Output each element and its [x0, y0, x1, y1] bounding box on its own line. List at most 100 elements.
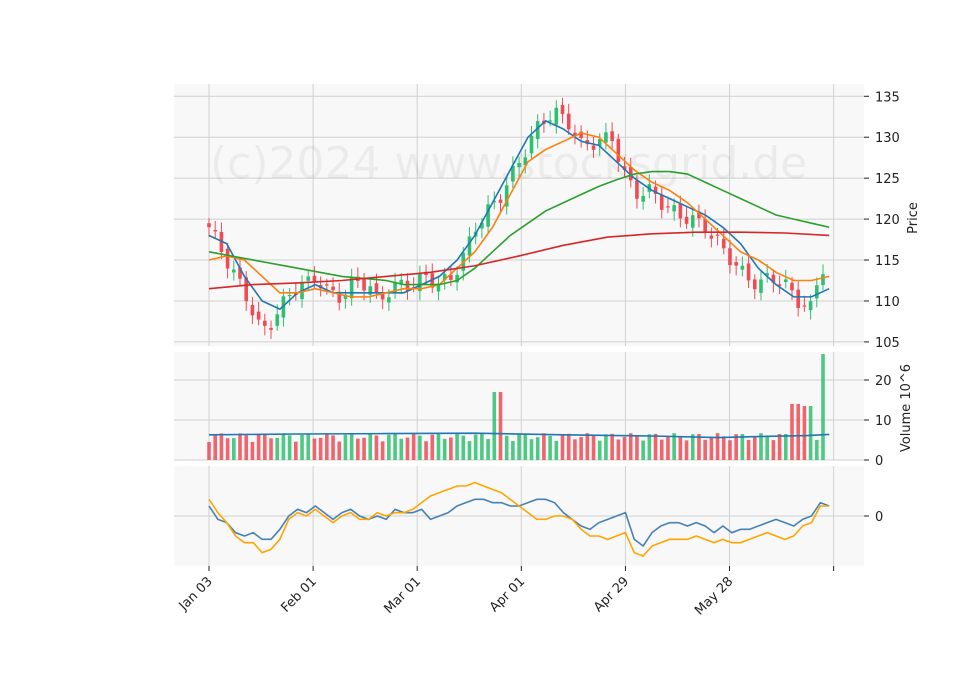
volume-bar	[554, 440, 559, 460]
candle-body	[728, 248, 732, 266]
volume-bar	[492, 392, 497, 460]
moving-average-lines	[208, 119, 830, 311]
volume-bar	[566, 433, 571, 460]
volume-bar	[263, 433, 267, 460]
candle-body	[752, 279, 757, 290]
candle-body	[442, 274, 447, 281]
candle-body	[666, 206, 670, 208]
volume-bar	[802, 406, 807, 460]
candle-body	[790, 282, 794, 291]
candle-body	[399, 279, 404, 285]
volume-bar	[777, 434, 782, 460]
volume-bar	[473, 434, 478, 460]
volume-bar	[287, 435, 292, 460]
candle-body	[337, 291, 342, 303]
volume-bar	[790, 404, 794, 460]
candle-body	[746, 263, 751, 281]
candle-body	[802, 305, 807, 307]
volume-axis-label: Volume 10^6	[899, 364, 914, 452]
volume-bar	[380, 441, 385, 460]
candle-body	[690, 215, 695, 228]
candle-body	[591, 145, 596, 150]
candle-body	[765, 273, 769, 276]
candle-body	[796, 289, 800, 309]
candle-body	[523, 157, 528, 166]
volume-bar	[244, 435, 249, 460]
volume-average-line	[208, 432, 830, 439]
candle-body	[275, 314, 280, 326]
candle-body	[213, 230, 218, 232]
candle-body	[287, 294, 292, 297]
candle-body	[256, 311, 261, 320]
volume-bar	[765, 436, 769, 460]
volume-bar	[771, 440, 776, 460]
volume-bar	[678, 436, 683, 460]
watermark: (c)2024 www.stocksgrid.de	[210, 138, 807, 189]
volume-bar	[697, 433, 701, 460]
candle-body	[387, 297, 391, 303]
volume-bar	[250, 441, 255, 460]
volume-bar	[343, 434, 348, 460]
candle-body	[232, 269, 236, 273]
candle-body	[628, 166, 633, 181]
volume-bar	[442, 438, 447, 460]
candle-body	[703, 219, 707, 234]
candle-body	[263, 320, 267, 326]
candle-body	[269, 328, 273, 330]
volume-bar	[424, 441, 428, 460]
volume-bar	[461, 435, 466, 460]
candle-body	[573, 132, 577, 136]
volume-bar	[573, 439, 577, 460]
volume-bar	[703, 439, 707, 460]
candle-body	[771, 274, 776, 283]
volume-bar	[368, 433, 373, 460]
candle-body	[380, 292, 385, 300]
candle-body	[721, 238, 726, 249]
candle-body	[418, 273, 422, 292]
volume-bar	[356, 438, 360, 460]
volume-bar	[535, 437, 540, 460]
candle-body	[672, 205, 676, 212]
volume-bar	[622, 436, 627, 460]
candle-body	[343, 294, 348, 299]
candle-body	[616, 138, 621, 163]
volume-bar	[331, 435, 335, 460]
candle-body	[635, 180, 639, 199]
volume-bar	[269, 438, 273, 460]
indicator-lines	[208, 481, 830, 557]
volume-bar	[300, 434, 304, 460]
y-tick-label: 0	[875, 454, 883, 469]
volume-bar	[604, 434, 608, 460]
volume-bar	[579, 437, 583, 460]
volume-bar	[796, 404, 800, 460]
volume-bar	[641, 440, 645, 460]
candle-body	[455, 274, 459, 283]
candle-body	[554, 107, 559, 125]
volume-bar	[808, 406, 813, 460]
volume-bar	[548, 435, 552, 460]
volume-bar	[393, 433, 397, 460]
volume-bar	[523, 433, 528, 460]
candle-body	[597, 138, 602, 147]
volume-bar	[821, 354, 825, 460]
y-tick-label: 0	[875, 510, 883, 525]
volume-bar	[219, 433, 224, 460]
candle-body	[777, 284, 782, 286]
candle-body	[362, 278, 366, 291]
volume-bar	[294, 441, 298, 460]
volume-bar	[498, 392, 503, 460]
y-tick-label: 130	[875, 131, 900, 146]
candle-body	[393, 282, 397, 294]
volume-bar	[734, 434, 738, 460]
y-tick-label: 115	[875, 254, 900, 269]
volume-bar	[783, 434, 788, 460]
volume-bar	[275, 437, 280, 460]
y-tick-label: 105	[875, 336, 900, 351]
volume-bar	[312, 438, 317, 460]
candle-body	[821, 274, 825, 286]
volume-bar	[542, 433, 546, 460]
volume-bar	[647, 434, 652, 460]
volume-bars	[207, 354, 830, 460]
y-tick-label: 10	[875, 414, 892, 429]
